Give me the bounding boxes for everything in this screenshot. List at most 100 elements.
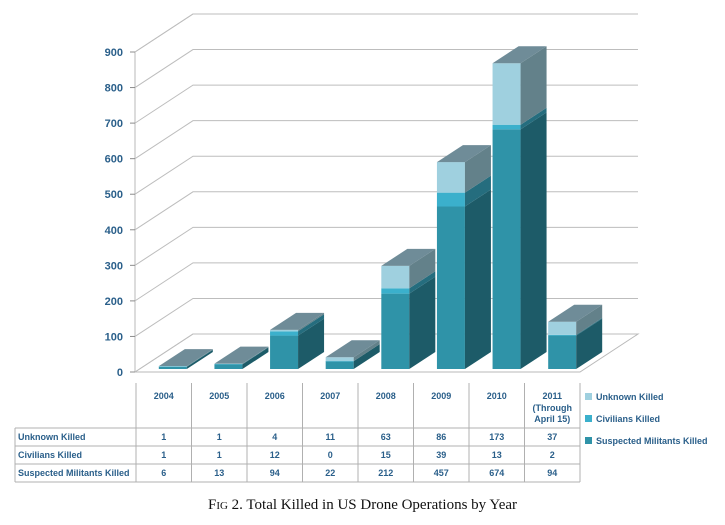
x-category-sublabel: April 15) <box>534 414 570 424</box>
table-cell-value: 13 <box>492 450 502 460</box>
bar-stack-2008 <box>381 248 436 369</box>
gridline <box>134 49 638 88</box>
x-category-label: 2009 <box>431 391 451 401</box>
x-category-label: 2005 <box>209 391 229 401</box>
legend-swatch <box>585 393 592 400</box>
bar-segment-front <box>436 162 465 193</box>
bar-segment-side <box>464 175 491 207</box>
bar-segment-side <box>242 347 269 369</box>
bar-top <box>214 346 269 364</box>
bar-top <box>436 145 491 163</box>
table-cell-value: 1 <box>161 432 166 442</box>
bar-segment-front <box>325 361 354 362</box>
table-cell-value: 37 <box>547 432 557 442</box>
bar-segment-front <box>325 357 354 362</box>
y-tick-label: 300 <box>105 260 123 272</box>
y-tick-label: 800 <box>105 83 123 95</box>
y-axis-ticks: 0 100 200 300 400 500 600 700 800 900 <box>105 47 135 379</box>
y-tick-label: 100 <box>105 331 123 343</box>
table-cell-value: 1 <box>217 432 222 442</box>
table-cell-value: 1 <box>161 450 166 460</box>
bar-segment-side <box>520 107 547 130</box>
bar-segment-side <box>298 318 325 369</box>
legend: Unknown Killed Civilians Killed Suspected … <box>585 392 708 446</box>
table-cell-value: 212 <box>378 468 393 478</box>
table-cell-value: 12 <box>270 450 280 460</box>
bar-segment-front <box>158 366 187 369</box>
bar-segment-side <box>353 340 380 362</box>
x-category-label: 2006 <box>265 391 285 401</box>
bar-stack-2010 <box>492 46 547 369</box>
x-category-label: 2004 <box>154 391 174 401</box>
bar-segment-side <box>186 349 213 367</box>
bar-top <box>381 248 436 266</box>
bar-segment-side <box>576 304 603 335</box>
figure-title: Total Killed in US Drone Operations by Y… <box>246 497 518 513</box>
y-tick-label: 900 <box>105 47 123 59</box>
y-tick-label: 600 <box>105 154 123 166</box>
legend-swatch <box>585 437 592 444</box>
table-cell-value: 15 <box>381 450 391 460</box>
table-cell-value: 6 <box>161 468 166 478</box>
bar-segment-front <box>492 124 521 130</box>
bar-segment-side <box>576 317 603 336</box>
bars <box>158 46 603 369</box>
bar-segment-front <box>492 63 521 125</box>
gridlines <box>134 13 638 373</box>
bar-segment-front <box>325 361 354 369</box>
bar-segment-front <box>214 363 243 365</box>
table-cell-value: 4 <box>272 432 277 442</box>
x-category-label: 2008 <box>376 391 396 401</box>
bar-segment-side <box>464 189 491 369</box>
x-category-label: 2007 <box>320 391 340 401</box>
bar-segment-front <box>270 335 299 369</box>
legend-swatch <box>585 415 592 422</box>
figure-number: Fig 2. <box>207 497 243 513</box>
table-cell-value: 173 <box>489 432 504 442</box>
legend-label: Civilians Killed <box>596 414 660 424</box>
bar-segment-front <box>381 265 410 289</box>
bar-segment-side <box>353 344 380 369</box>
gridline <box>134 226 638 266</box>
table-cell-value: 63 <box>381 432 391 442</box>
gridline <box>134 155 638 195</box>
gridline <box>134 120 638 160</box>
bar-stack-2006 <box>270 312 325 369</box>
bar-top <box>270 312 325 330</box>
bar-top <box>325 340 380 358</box>
bar-segment-side <box>409 271 436 294</box>
bar-segment-front <box>548 334 577 336</box>
table-cell-value: 11 <box>325 432 335 442</box>
table-cell-value: 0 <box>328 450 333 460</box>
bar-segment-side <box>186 349 213 367</box>
x-category-label: 2011 <box>542 391 562 401</box>
table-cell-value: 22 <box>325 468 335 478</box>
table-row-label: Unknown Killed <box>18 432 86 442</box>
bar-segment-side <box>242 347 269 365</box>
bar-segment-front <box>548 321 577 335</box>
bar-top <box>492 46 547 64</box>
table-cell-value: 674 <box>489 468 504 478</box>
bar-segment-front <box>381 293 410 369</box>
bar-segment-front <box>270 329 299 332</box>
table-row-label: Suspected Militants Killed <box>18 468 130 478</box>
bar-segment-front <box>214 364 243 365</box>
x-category-sublabel: (Through <box>533 403 573 413</box>
y-tick-label: 200 <box>105 296 123 308</box>
table-cell-value: 94 <box>270 468 280 478</box>
y-tick-label: 500 <box>105 189 123 201</box>
bar-segment-front <box>381 288 410 294</box>
bar-segment-front <box>158 366 187 367</box>
bar-top <box>548 304 603 322</box>
table-cell-value: 94 <box>547 468 557 478</box>
bar-stack-2011 <box>548 304 603 369</box>
bar-stack-2005 <box>214 346 269 369</box>
bar-segment-side <box>298 314 325 336</box>
bar-segment-side <box>242 346 269 365</box>
bar-segment-side <box>409 248 436 289</box>
gridline <box>134 13 638 53</box>
bar-stack-2004 <box>158 349 213 369</box>
bar-top <box>158 349 213 367</box>
bar-segment-side <box>409 276 436 369</box>
